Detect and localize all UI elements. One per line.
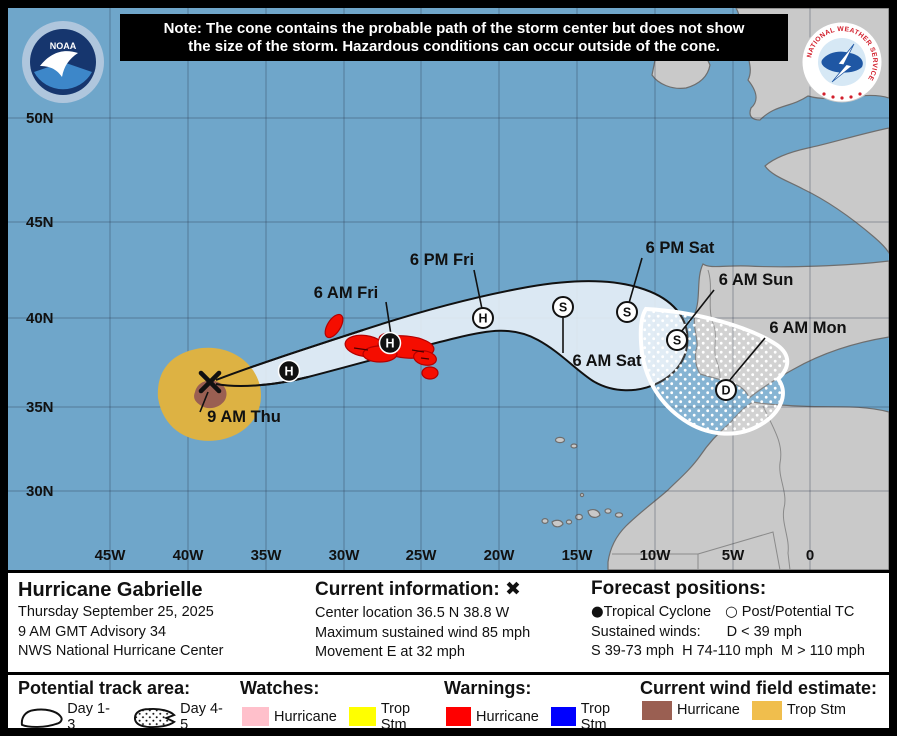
tropstm-warning-swatch [550,707,576,727]
svg-text:the size of the storm. Hazardo: the size of the storm. Hazardous conditi… [188,38,720,55]
wind-categories-line: S 39-73 mph H 74-110 mph M > 110 mph [591,643,865,660]
marker-open-s-2: S [616,301,638,323]
potential-track-heading: Potential track area: [18,678,191,698]
marker-filled-h-2: H [378,331,402,355]
storm-title: Hurricane Gabrielle [18,579,203,601]
movement: Movement E at 32 mph [315,644,465,661]
latitude-labels: 50N 45N 40N 35N 30N [26,110,54,500]
svg-text:35N: 35N [26,399,54,416]
marker-open-s-3: S [666,329,688,351]
tropstm-watch-swatch [348,707,376,727]
map-svg: 50N 45N 40N 35N 30N 45W 40W 35W 30W 25W … [8,7,890,571]
svg-text:H: H [284,365,293,379]
open-circle-icon: ○ [725,603,738,620]
svg-text:6 AM Sun: 6 AM Sun [719,271,794,289]
marker-open-d: D [715,379,737,401]
hurricane-watch-swatch [242,707,269,727]
forecast-position-markers: H H H S S S D [277,296,737,401]
svg-text:35W: 35W [251,547,283,564]
svg-text:45N: 45N [26,214,54,231]
svg-text:9 AM Thu: 9 AM Thu [207,408,281,426]
watches-heading: Watches: [240,678,320,698]
day4-5-label: Day 4-5 [180,700,223,733]
azores-islands [353,347,430,360]
day1-3-label: Day 1-3 [67,700,110,733]
svg-text:40W: 40W [173,547,205,564]
current-position-x-glyph: ✖ [505,578,521,600]
forecast-positions-panel: Forecast positions: ●Tropical Cyclone ○ P… [581,573,889,672]
svg-text:30N: 30N [26,483,54,500]
marker-open-h: H [472,307,494,329]
marker-filled-h-1: H [277,359,301,383]
svg-text:S: S [673,334,681,348]
svg-text:6 AM Sat: 6 AM Sat [572,352,642,370]
forecast-map: 50N 45N 40N 35N 30N 45W 40W 35W 30W 25W … [8,7,890,571]
cone-outline [215,329,364,387]
storm-agency: NWS National Hurricane Center [18,643,224,660]
info-panel-row: Hurricane Gabrielle Thursday September 2… [8,573,889,672]
svg-text:6 AM Fri: 6 AM Fri [314,284,378,302]
windfield-legend: Current wind field estimate: Hurricane T… [630,675,889,728]
current-info-panel: Current information: ✖ Center location 3… [305,573,581,672]
storm-advisory: 9 AM GMT Advisory 34 [18,623,167,640]
day4-5-cone-icon [133,707,177,728]
marker-open-s-1: S [552,296,574,318]
nws-logo-icon: NATIONAL WEATHER SERVICE [801,21,883,103]
time-labels: 9 AM Thu 6 AM Fri 6 PM Fri 6 AM Sat 6 PM… [207,239,846,426]
center-location: Center location 36.5 N 38.8 W [315,604,510,621]
svg-text:H: H [478,312,487,326]
svg-text:6 AM Mon: 6 AM Mon [769,319,846,337]
forecast-positions-heading: Forecast positions: [591,578,767,599]
longitude-labels: 45W 40W 35W 30W 25W 20W 15W 10W 5W 0 [95,547,815,564]
current-position-x-marker [198,370,222,394]
svg-text:Note: The cone contains the pr: Note: The cone contains the probable pat… [164,20,745,37]
watches-legend: Watches: Hurricane Trop Stm [230,675,434,733]
svg-text:D: D [721,384,730,398]
land-france [764,127,890,256]
warnings-heading: Warnings: [444,678,532,698]
hurricane-warning-swatch [446,707,471,727]
current-info-heading: Current information: ✖ [315,578,521,600]
warnings-legend: Warnings: Hurricane Trop Stm [434,675,630,733]
storm-date: Thursday September 25, 2025 [18,604,214,620]
svg-text:NOAA: NOAA [50,41,77,51]
hurricane-windfield-swatch [642,700,672,720]
tropstm-windfield-swatch [751,700,782,720]
svg-text:6 PM Fri: 6 PM Fri [410,251,474,269]
svg-text:40N: 40N [26,310,54,327]
svg-text:10W: 10W [640,547,672,564]
filled-circle-icon: ● [591,603,604,620]
land-canaries [541,518,549,525]
svg-text:50N: 50N [26,110,54,127]
max-sustained-wind: Maximum sustained wind 85 mph [315,624,531,641]
svg-text:S: S [623,306,631,320]
position-symbol-key: ●Tropical Cyclone ○ Post/Potential TC [591,603,855,620]
leader-lines [199,257,766,413]
svg-text:S: S [559,301,567,315]
svg-text:0: 0 [806,547,814,564]
potential-track-legend: Potential track area: Day 1-3 [8,675,230,733]
land-madeira [554,436,566,444]
noaa-logo-icon: NOAA [22,21,104,103]
svg-text:5W: 5W [722,547,745,564]
day1-3-cone-icon [20,708,63,728]
svg-text:H: H [385,337,394,351]
svg-text:20W: 20W [484,547,516,564]
svg-text:30W: 30W [329,547,361,564]
storm-info-panel: Hurricane Gabrielle Thursday September 2… [8,573,305,672]
svg-text:25W: 25W [406,547,438,564]
sustained-winds-line: Sustained winds: D < 39 mph [591,623,802,640]
note-box: Note: The cone contains the probable pat… [120,14,788,61]
svg-text:45W: 45W [95,547,127,564]
windfield-heading: Current wind field estimate: [640,678,878,698]
svg-text:6 PM Sat: 6 PM Sat [646,239,715,257]
legend-row: Potential track area: Day 1-3 [8,675,889,733]
svg-text:15W: 15W [562,547,594,564]
